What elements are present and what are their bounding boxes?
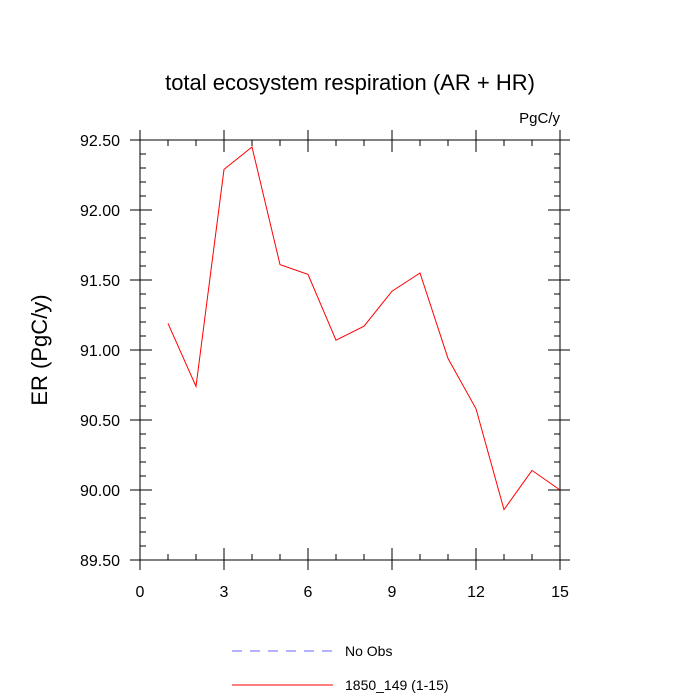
- x-tick-label: 6: [304, 584, 313, 601]
- chart-title: total ecosystem respiration (AR + HR): [165, 70, 535, 95]
- series-line: [167, 146, 561, 511]
- y-tick-label: 92.50: [80, 133, 120, 150]
- y-axis-label: ER (PgC/y): [27, 294, 52, 405]
- plot-frame: [139, 139, 561, 561]
- units-label: PgC/y: [519, 110, 560, 127]
- y-tick-label: 90.00: [80, 483, 120, 500]
- axis-ticks: 0 3 6 9 12 15 89.50 90.00 90.50 91.00 91.50 92.00 92…: [80, 130, 570, 601]
- legend: No Obs 1850_149 (1-15): [232, 643, 449, 693]
- y-tick-label: 90.50: [80, 413, 120, 430]
- y-tick-label: 91.50: [80, 273, 120, 290]
- x-tick-label: 12: [467, 584, 485, 601]
- x-tick-label: 0: [136, 584, 145, 601]
- y-tick-label: 91.00: [80, 343, 120, 360]
- y-tick-label: 89.50: [80, 553, 120, 570]
- x-tick-label: 9: [388, 584, 397, 601]
- x-tick-label: 15: [551, 584, 569, 601]
- legend-label: 1850_149 (1-15): [345, 677, 449, 693]
- data-series: [167, 146, 561, 511]
- legend-label: No Obs: [345, 643, 392, 659]
- x-tick-label: 3: [220, 584, 229, 601]
- y-tick-label: 92.00: [80, 203, 120, 220]
